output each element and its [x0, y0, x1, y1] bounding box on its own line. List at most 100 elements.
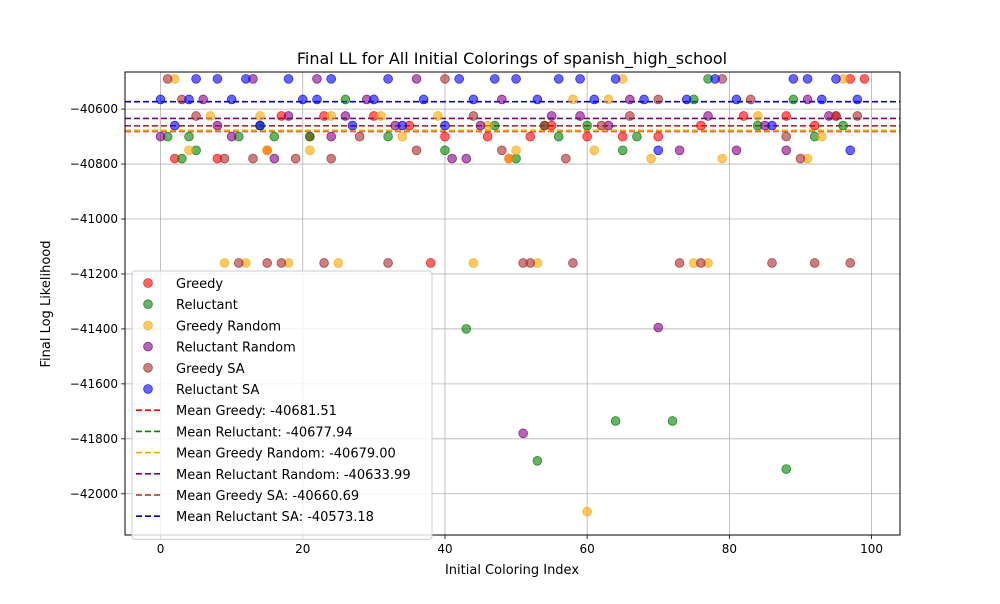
- data-point: [852, 111, 863, 121]
- data-point: [674, 145, 685, 156]
- data-point: [440, 120, 450, 131]
- legend-label: Mean Greedy SA: -40660.69: [176, 489, 359, 504]
- legend-label: Mean Reluctant SA: -40573.18: [176, 510, 374, 525]
- data-point: [731, 94, 742, 105]
- data-point: [205, 111, 216, 121]
- data-point: [674, 258, 685, 268]
- y-tick-label: −41400: [70, 322, 118, 336]
- data-point: [425, 258, 436, 268]
- data-point: [795, 153, 806, 164]
- x-tick-label: 80: [722, 542, 737, 556]
- data-point: [319, 258, 329, 268]
- data-point: [383, 258, 393, 268]
- data-point: [447, 153, 457, 164]
- data-point: [568, 258, 578, 268]
- x-tick-label: 0: [157, 542, 165, 556]
- data-point: [653, 322, 664, 333]
- data-point: [781, 111, 792, 121]
- data-point: [233, 258, 244, 268]
- data-point: [468, 258, 479, 268]
- legend-marker: [143, 384, 153, 394]
- data-point: [582, 131, 592, 142]
- data-point: [504, 153, 514, 164]
- data-point: [710, 74, 720, 84]
- legend-label: Mean Greedy: -40681.51: [176, 404, 337, 419]
- data-point: [369, 94, 379, 105]
- data-point: [326, 153, 336, 164]
- data-point: [738, 111, 749, 121]
- data-point: [269, 131, 280, 142]
- data-point: [184, 145, 194, 156]
- data-point: [276, 258, 287, 268]
- legend-label: Reluctant SA: [176, 383, 259, 398]
- data-point: [468, 111, 479, 121]
- data-point: [646, 153, 656, 164]
- data-point: [169, 120, 180, 131]
- data-point: [454, 74, 464, 84]
- x-axis-label: Initial Coloring Index: [445, 563, 579, 578]
- data-point: [809, 258, 820, 268]
- data-point: [184, 131, 194, 142]
- y-tick-label: −40800: [70, 157, 118, 171]
- data-point: [376, 111, 386, 121]
- data-point: [326, 74, 336, 84]
- y-tick-label: −41200: [70, 267, 118, 281]
- legend-label: Reluctant Random: [176, 341, 296, 356]
- data-point: [781, 145, 792, 156]
- legend-label: Reluctant: [176, 298, 238, 313]
- data-point: [610, 74, 621, 84]
- data-point: [852, 94, 863, 105]
- data-point: [831, 111, 841, 121]
- chart-title: Final LL for All Initial Colorings of sp…: [297, 49, 727, 69]
- series-reluctant-random: [155, 74, 834, 439]
- data-point: [696, 120, 706, 131]
- data-point: [340, 94, 351, 105]
- plot-frame: [124, 71, 901, 536]
- y-tick-label: −40600: [70, 102, 118, 116]
- data-point: [248, 153, 258, 164]
- legend-marker: [143, 341, 153, 352]
- data-point: [440, 131, 450, 142]
- data-point: [191, 111, 201, 121]
- x-tick-label: 40: [437, 542, 452, 556]
- data-point: [553, 131, 564, 142]
- series-greedy: [169, 74, 870, 268]
- legend-label: Mean Greedy Random: -40679.00: [176, 447, 396, 462]
- data-point: [802, 94, 813, 105]
- data-point: [831, 74, 841, 84]
- data-point: [788, 74, 799, 84]
- data-point: [191, 74, 201, 84]
- legend-marker: [143, 278, 153, 288]
- data-point: [226, 131, 237, 142]
- data-point: [603, 94, 614, 105]
- data-point: [411, 74, 422, 84]
- data-point: [617, 145, 628, 156]
- data-point: [681, 94, 692, 105]
- legend: Greedy Reluctant Greedy Random Reluctant Ra…: [131, 270, 433, 540]
- data-point: [255, 120, 265, 131]
- x-axis-ticks: 0 20 40 60 80 100: [157, 535, 883, 556]
- data-point: [482, 131, 493, 142]
- data-point: [816, 131, 827, 142]
- data-point: [489, 74, 500, 84]
- data-point: [553, 74, 564, 84]
- data-point: [639, 94, 649, 105]
- data-point: [731, 145, 742, 156]
- data-point: [155, 94, 166, 105]
- data-point: [198, 94, 209, 105]
- y-axis-label: Final Log Likelihood: [39, 241, 54, 368]
- data-point: [290, 153, 301, 164]
- data-point: [518, 428, 528, 439]
- data-point: [433, 111, 443, 121]
- y-tick-label: −41600: [70, 377, 118, 391]
- data-point: [625, 94, 635, 105]
- data-point: [511, 145, 521, 156]
- data-point: [497, 94, 507, 105]
- y-tick-label: −41000: [70, 212, 118, 226]
- data-point: [411, 145, 422, 156]
- data-point: [809, 120, 820, 131]
- data-point: [745, 94, 756, 105]
- legend-label: Greedy Random: [176, 319, 281, 334]
